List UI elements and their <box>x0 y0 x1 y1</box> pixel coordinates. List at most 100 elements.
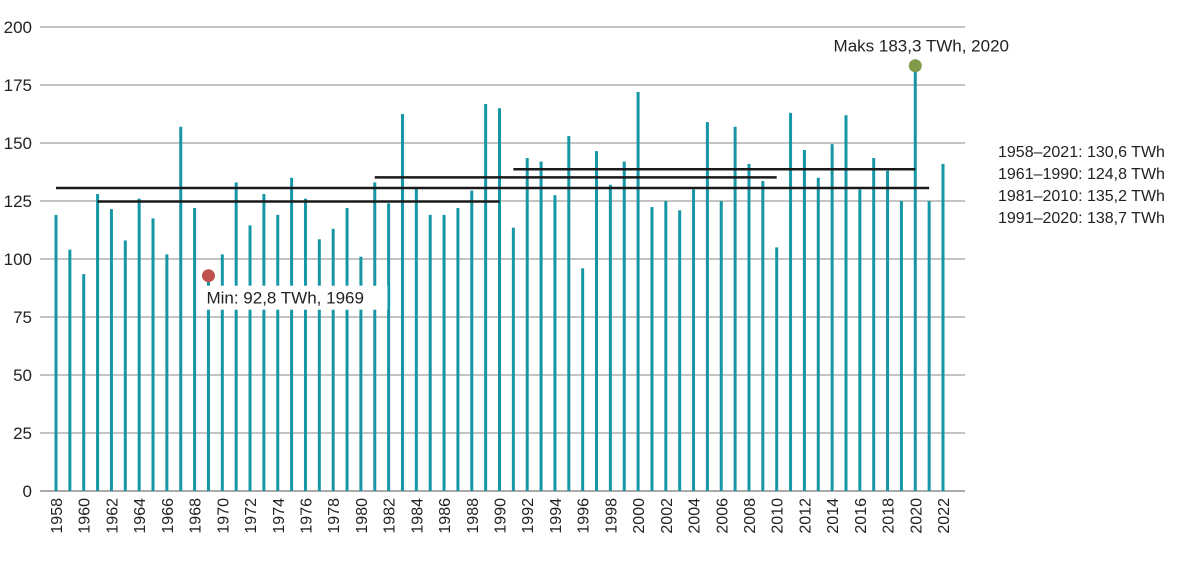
bar <box>68 249 72 491</box>
bar <box>872 158 876 491</box>
legend-item: 1981–2010: 135,2 TWh <box>998 188 1165 205</box>
bar <box>844 115 848 491</box>
bar <box>303 198 307 491</box>
bar <box>622 161 626 491</box>
bar <box>484 104 488 492</box>
bar <box>206 275 210 491</box>
x-tick-label: 2016 <box>853 498 870 534</box>
bar <box>442 214 446 492</box>
bar <box>927 201 931 491</box>
x-tick-label: 1974 <box>271 498 288 534</box>
bar <box>54 214 58 492</box>
x-tick-label: 1962 <box>104 498 121 534</box>
bar <box>553 195 557 491</box>
bar <box>262 194 266 492</box>
x-tick-label: 2018 <box>881 498 898 534</box>
bar <box>705 122 709 492</box>
bar <box>539 161 543 491</box>
max-label: Maks 183,3 TWh, 2020 <box>834 37 1009 56</box>
x-tick-label: 1984 <box>409 498 426 534</box>
bar <box>276 214 280 492</box>
bar <box>400 114 404 491</box>
bar <box>498 108 501 491</box>
bar <box>775 247 779 491</box>
bar <box>414 188 418 492</box>
bar <box>664 201 668 491</box>
x-tick-label: 2012 <box>797 498 814 534</box>
x-tick-label: 2006 <box>714 498 731 534</box>
bar <box>373 182 377 491</box>
x-tick-label: 1996 <box>576 498 593 534</box>
bar <box>317 239 321 491</box>
legend-item: 1961–1990: 124,8 TWh <box>998 166 1165 183</box>
bar <box>137 198 141 491</box>
y-tick-label: 25 <box>13 424 32 443</box>
bar <box>96 194 100 492</box>
bar <box>470 190 474 491</box>
bar <box>747 163 751 491</box>
bar <box>789 112 793 491</box>
max-marker <box>908 59 922 73</box>
x-tick-label: 1964 <box>132 498 149 534</box>
x-tick-label: 1976 <box>298 498 315 534</box>
bar <box>193 207 197 491</box>
y-tick-label: 75 <box>13 308 32 327</box>
bar <box>428 214 432 492</box>
x-tick-label: 2004 <box>687 498 704 534</box>
x-tick-label: 1994 <box>548 498 565 534</box>
legend-item: 1958–2021: 130,6 TWh <box>998 144 1165 161</box>
bar <box>636 91 640 492</box>
x-tick-label: 2022 <box>936 498 953 534</box>
min-label-bg <box>203 285 388 310</box>
bar <box>567 136 571 492</box>
bar <box>290 177 294 492</box>
bar <box>581 268 585 491</box>
y-tick-label: 175 <box>4 76 32 95</box>
x-tick-label: 2000 <box>631 498 648 534</box>
bar <box>179 126 183 491</box>
legend: 1958–2021: 130,6 TWh 1961–1990: 124,8 TW… <box>998 142 1165 230</box>
legend-item: 1991–2020: 138,7 TWh <box>998 210 1165 227</box>
x-tick-label: 1988 <box>465 498 482 534</box>
bar <box>608 184 612 491</box>
bar <box>331 228 335 491</box>
bar <box>678 210 682 491</box>
bar <box>234 182 238 491</box>
bar <box>109 209 113 491</box>
y-tick-label: 125 <box>4 192 32 211</box>
bar <box>359 256 363 491</box>
bar <box>345 207 349 491</box>
y-tick-label: 0 <box>23 482 32 501</box>
y-tick-label: 150 <box>4 134 32 153</box>
bar <box>802 149 806 491</box>
bar <box>82 274 86 491</box>
x-tick-label: 1980 <box>354 498 371 534</box>
bar <box>151 218 155 491</box>
bar <box>858 189 862 491</box>
bar <box>816 177 820 492</box>
x-tick-label: 1968 <box>188 498 205 534</box>
x-tick-label: 1990 <box>493 498 510 534</box>
bar <box>220 254 224 491</box>
x-tick-label: 2010 <box>770 498 787 534</box>
min-marker <box>201 269 215 283</box>
x-tick-label: 1992 <box>520 498 537 534</box>
bar <box>165 254 169 491</box>
x-tick-label: 1970 <box>215 498 232 534</box>
bar <box>761 181 765 491</box>
bar <box>595 151 599 491</box>
bar <box>525 158 529 491</box>
x-tick-label: 1966 <box>160 498 177 534</box>
bar <box>886 170 890 491</box>
min-label: Min: 92,8 TWh, 1969 <box>206 289 364 308</box>
bar <box>692 189 696 491</box>
bar <box>123 240 127 491</box>
bar <box>248 225 252 492</box>
bar <box>650 207 654 492</box>
x-tick-label: 1998 <box>603 498 620 534</box>
bar <box>941 163 945 491</box>
bar <box>719 201 723 491</box>
bar <box>387 203 391 491</box>
